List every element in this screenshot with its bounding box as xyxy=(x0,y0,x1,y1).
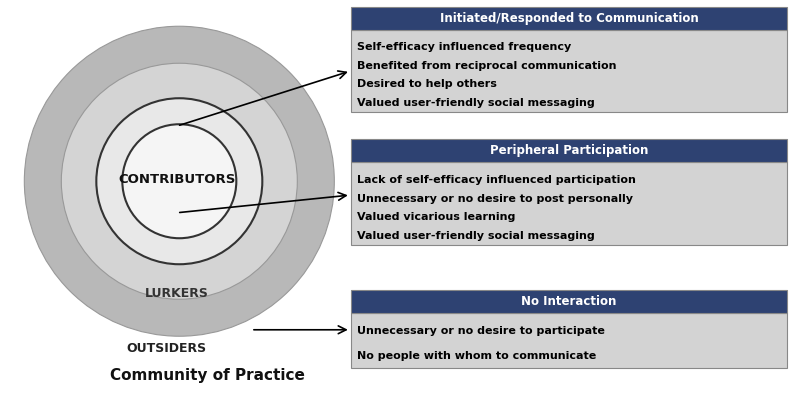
Text: Lack of self-efficacy influenced participation: Lack of self-efficacy influenced partici… xyxy=(357,175,635,185)
Text: Desired to help others: Desired to help others xyxy=(357,79,497,89)
Bar xyxy=(351,162,787,245)
Text: Unnecessary or no desire to post personally: Unnecessary or no desire to post persona… xyxy=(357,193,633,204)
Bar xyxy=(351,139,787,162)
Bar xyxy=(351,7,787,30)
Bar xyxy=(351,30,787,112)
Text: Valued vicarious learning: Valued vicarious learning xyxy=(357,212,515,222)
Circle shape xyxy=(25,26,334,336)
Text: Valued user-friendly social messaging: Valued user-friendly social messaging xyxy=(357,231,595,241)
Circle shape xyxy=(122,124,237,238)
Circle shape xyxy=(61,63,297,299)
Circle shape xyxy=(96,98,262,264)
Text: Self-efficacy influenced frequency: Self-efficacy influenced frequency xyxy=(357,42,571,52)
Text: No people with whom to communicate: No people with whom to communicate xyxy=(357,351,596,361)
Text: Unnecessary or no desire to participate: Unnecessary or no desire to participate xyxy=(357,326,605,336)
Text: CONTRIBUTORS: CONTRIBUTORS xyxy=(118,173,236,186)
Text: Initiated/Responded to Communication: Initiated/Responded to Communication xyxy=(440,12,698,24)
Text: Peripheral Participation: Peripheral Participation xyxy=(490,145,648,157)
Bar xyxy=(351,313,787,368)
Text: No Interaction: No Interaction xyxy=(521,296,617,308)
Text: Valued user-friendly social messaging: Valued user-friendly social messaging xyxy=(357,98,595,108)
Text: OUTSIDERS: OUTSIDERS xyxy=(126,342,206,355)
Text: Community of Practice: Community of Practice xyxy=(110,368,305,383)
Text: Benefited from reciprocal communication: Benefited from reciprocal communication xyxy=(357,61,616,71)
Text: LURKERS: LURKERS xyxy=(145,287,209,300)
Bar xyxy=(351,290,787,313)
